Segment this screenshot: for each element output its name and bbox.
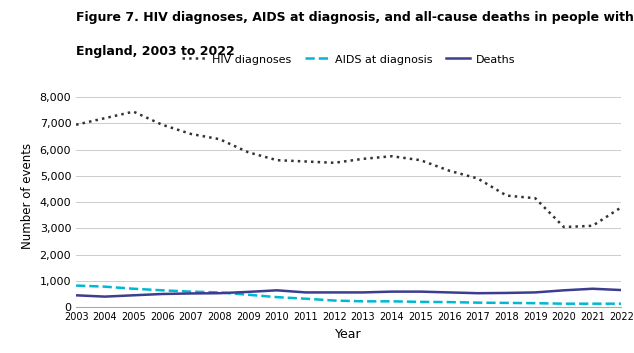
Legend: HIV diagnoses, AIDS at diagnosis, Deaths: HIV diagnoses, AIDS at diagnosis, Deaths — [178, 49, 520, 69]
Deaths — [474, 291, 482, 295]
Deaths — [158, 292, 166, 296]
AIDS at diagnosis — [101, 285, 108, 289]
Deaths — [130, 293, 138, 298]
HIV diagnoses — [245, 150, 252, 154]
Deaths — [273, 288, 281, 292]
HIV diagnoses — [187, 132, 195, 136]
Line: Deaths: Deaths — [76, 289, 621, 297]
Deaths — [417, 289, 424, 294]
Deaths — [216, 291, 223, 295]
AIDS at diagnosis — [474, 300, 482, 305]
HIV diagnoses — [531, 196, 539, 201]
Deaths — [618, 288, 625, 292]
HIV diagnoses — [417, 158, 424, 162]
Deaths — [72, 293, 80, 298]
AIDS at diagnosis — [330, 298, 338, 303]
HIV diagnoses — [359, 157, 367, 161]
Y-axis label: Number of events: Number of events — [21, 143, 34, 249]
AIDS at diagnosis — [618, 301, 625, 306]
HIV diagnoses — [302, 159, 309, 163]
Deaths — [187, 291, 195, 295]
AIDS at diagnosis — [216, 290, 223, 294]
Text: England, 2003 to 2022: England, 2003 to 2022 — [76, 46, 235, 58]
Line: HIV diagnoses: HIV diagnoses — [76, 112, 621, 227]
AIDS at diagnosis — [130, 287, 138, 291]
Deaths — [503, 291, 510, 295]
HIV diagnoses — [216, 137, 223, 141]
Line: AIDS at diagnosis: AIDS at diagnosis — [76, 286, 621, 304]
AIDS at diagnosis — [359, 299, 367, 304]
AIDS at diagnosis — [245, 293, 252, 297]
AIDS at diagnosis — [72, 283, 80, 288]
HIV diagnoses — [445, 168, 453, 173]
AIDS at diagnosis — [417, 300, 424, 304]
AIDS at diagnosis — [589, 301, 597, 306]
HIV diagnoses — [589, 224, 597, 228]
AIDS at diagnosis — [445, 300, 453, 304]
AIDS at diagnosis — [503, 301, 510, 305]
Deaths — [359, 290, 367, 294]
Text: Figure 7. HIV diagnoses, AIDS at diagnosis, and all-cause deaths in people with : Figure 7. HIV diagnoses, AIDS at diagnos… — [76, 11, 634, 24]
Deaths — [101, 294, 108, 299]
HIV diagnoses — [503, 193, 510, 198]
Deaths — [589, 287, 597, 291]
HIV diagnoses — [130, 109, 138, 114]
AIDS at diagnosis — [273, 295, 281, 299]
HIV diagnoses — [560, 225, 567, 229]
HIV diagnoses — [273, 158, 281, 162]
Deaths — [560, 288, 567, 292]
Deaths — [388, 289, 396, 294]
AIDS at diagnosis — [560, 301, 567, 306]
Deaths — [245, 290, 252, 294]
HIV diagnoses — [618, 205, 625, 209]
Deaths — [330, 290, 338, 294]
HIV diagnoses — [474, 176, 482, 181]
HIV diagnoses — [388, 154, 396, 158]
AIDS at diagnosis — [302, 297, 309, 301]
Deaths — [302, 290, 309, 294]
AIDS at diagnosis — [158, 288, 166, 292]
HIV diagnoses — [101, 116, 108, 120]
HIV diagnoses — [330, 161, 338, 165]
X-axis label: Year: Year — [335, 328, 362, 341]
AIDS at diagnosis — [531, 301, 539, 305]
Deaths — [445, 290, 453, 294]
AIDS at diagnosis — [187, 289, 195, 294]
Deaths — [531, 290, 539, 294]
AIDS at diagnosis — [388, 299, 396, 304]
HIV diagnoses — [158, 122, 166, 127]
HIV diagnoses — [72, 122, 80, 127]
